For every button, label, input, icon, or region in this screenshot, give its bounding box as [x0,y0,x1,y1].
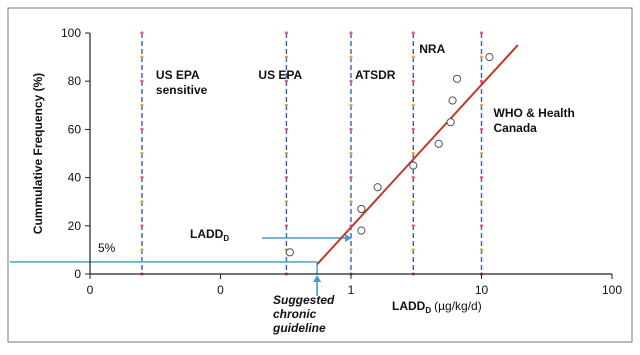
guideline-marker [411,248,415,252]
guideline-marker [284,176,289,180]
suggested-arrow-head [313,275,322,282]
x-tick-label: 100 [602,283,622,297]
x-axis-label: LADDD (µg/kg/d) [392,299,482,315]
y-tick-label: 0 [74,267,81,281]
guideline-marker [349,103,353,107]
guideline-marker [411,176,415,180]
x-tick-label: 0 [217,283,224,297]
guideline-marker [349,31,353,35]
guideline-marker [140,176,144,180]
guideline-marker [479,224,484,228]
data-point [434,139,443,148]
fit-line [316,44,519,266]
data-point [373,183,382,192]
ladd-arrow-head [345,234,352,242]
ladd-annotation-subscript: D [223,234,229,243]
data-point [485,53,494,62]
guideline-marker [140,248,144,252]
y-axis-label: Cummulative Frequency (%) [31,73,45,234]
guideline-marker [349,176,353,180]
x-tick-label: 1 [348,283,355,297]
data-point [357,204,366,214]
data-point [448,96,457,105]
y-tick-label: 20 [68,219,82,233]
guideline-marker [284,55,289,59]
y-tick-label: 40 [68,171,82,185]
guideline-marker [479,55,484,59]
guideline-marker [140,103,144,107]
suggested-guideline-label: chronic [273,307,317,321]
guideline-marker [411,55,415,59]
guideline-marker [140,79,144,83]
guideline-marker [411,151,415,156]
y-tick-label: 60 [68,122,82,136]
y-tick-label: 80 [68,74,82,88]
guideline-label: Canada [494,121,538,135]
data-point [285,248,294,257]
x-axis-label-subscript: D [425,306,431,315]
guideline-marker [411,103,415,107]
suggested-guideline-label: Suggested [273,293,335,307]
guideline-marker [411,200,415,204]
guideline-marker [349,55,353,59]
guideline-marker [140,55,144,59]
guideline-marker [479,200,484,204]
guideline-marker [479,31,484,35]
guideline-label: US EPA [156,68,200,82]
suggested-guideline-label: guideline [272,321,326,335]
guideline-marker [411,31,415,35]
data-point [452,74,462,83]
guideline-marker [479,248,484,252]
guideline-marker [349,79,353,83]
five-percent-label: 5% [98,241,116,255]
guideline-marker [140,151,144,156]
guideline-marker [411,224,415,228]
guideline-marker [479,151,484,156]
guideline-marker [411,79,415,83]
guideline-label: ATSDR [355,68,396,82]
guideline-marker [349,248,353,252]
x-tick-label: 0 [87,283,94,297]
data-point [446,118,455,127]
x-tick-label: 10 [475,283,489,297]
guideline-marker [349,127,353,131]
figure-border [7,7,633,343]
guideline-marker [349,151,353,156]
guideline-marker [284,224,289,228]
guideline-marker [140,127,144,131]
guideline-marker [284,103,289,107]
x-axis-label-unit: (µg/kg/d) [434,299,482,313]
guideline-marker [140,31,144,35]
guideline-marker [140,224,144,228]
guideline-marker [140,200,144,204]
guideline-marker [284,31,289,35]
guideline-marker [284,79,289,83]
x-axis-label-main: LADD [392,299,426,313]
guideline-marker [349,200,353,204]
guideline-label: NRA [419,42,445,56]
guideline-marker [479,103,484,107]
guideline-marker [284,151,289,156]
data-point [357,226,366,235]
y-tick-label: 100 [61,26,81,40]
guideline-marker [479,176,484,180]
guideline-marker [284,200,289,204]
guideline-label: sensitive [156,83,208,97]
guideline-label: US EPA [258,68,302,82]
guideline-marker [479,127,484,131]
guideline-marker [284,127,289,131]
guideline-marker [411,127,415,131]
guideline-marker [479,79,484,83]
guideline-label: WHO & Health [494,106,575,120]
ladd-annotation: LADDD [190,227,229,243]
ladd-annotation-main: LADD [190,227,224,241]
data-point [409,161,418,170]
